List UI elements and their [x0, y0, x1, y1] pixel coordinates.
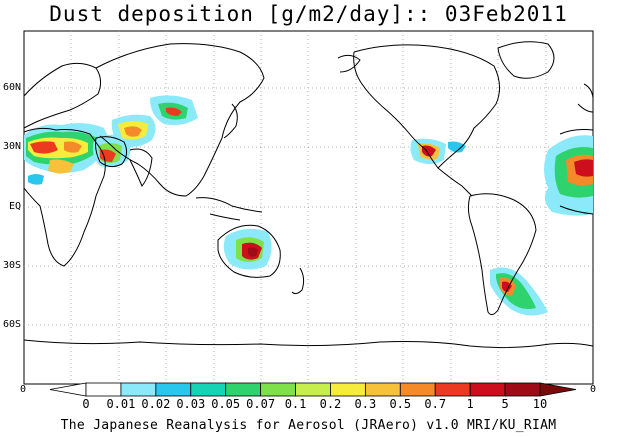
credits-caption: The Japanese Reanalysis for Aerosol (JRA… [60, 418, 557, 433]
colorbar-cell [225, 382, 262, 397]
colorbar-tick-label: 0 [82, 397, 89, 411]
colorbar-cell [155, 382, 192, 397]
colorbar-arrow-low [49, 382, 87, 397]
longitude-label-right: 0 [590, 384, 597, 395]
colorbar-tick-label: 0.01 [106, 397, 135, 411]
colorbar-tick-label: 0.1 [285, 397, 307, 411]
colorbar-cell [120, 382, 157, 397]
colorbar-cell [399, 382, 436, 397]
graticule [24, 31, 593, 384]
dust-mexico [410, 138, 466, 164]
latitude-label-60n: 60N [2, 82, 21, 93]
dust-australia [223, 228, 272, 270]
colorbar-cell [85, 382, 122, 397]
colorbar-cell [260, 382, 296, 397]
colorbar-cell [330, 382, 366, 397]
colorbar-cell [295, 382, 331, 397]
longitude-label-left: 0 [20, 384, 27, 395]
dust-patagonia [490, 267, 548, 316]
latitude-label-eq: EQ [8, 201, 21, 212]
dust-east-asia [150, 95, 198, 126]
dust-shading [24, 95, 593, 316]
colorbar-cell [469, 382, 506, 397]
latitude-label-30n: 30N [2, 141, 21, 152]
colorbar-tick-label: 0.07 [246, 397, 275, 411]
colorbar-cell [504, 382, 541, 397]
colorbar-cells [49, 382, 577, 397]
colorbar-tick-label: 0.3 [355, 397, 377, 411]
colorbar-arrow-high [539, 382, 577, 397]
colorbar-tick-label: 5 [501, 397, 508, 411]
colorbar-tick-label: 0.03 [176, 397, 205, 411]
map-title: Dust deposition [g/m2/day]:: 03Feb2011 [49, 2, 568, 26]
dust-sahara [24, 123, 112, 185]
latitude-label-30s: 30S [2, 260, 21, 271]
coastlines [23, 41, 594, 349]
latitude-label-60s: 60S [2, 319, 21, 330]
dust-central-asia [111, 114, 156, 148]
colorbar-tick-label: 0.5 [389, 397, 411, 411]
colorbar-cell [434, 382, 471, 397]
dust-west-africa [544, 135, 593, 216]
colorbar-tick-label: 0.05 [211, 397, 240, 411]
colorbar-cell [190, 382, 227, 397]
colorbar-tick-label: 10 [533, 397, 547, 411]
colorbar-tick-label: 1 [467, 397, 474, 411]
colorbar-labels: 0 0.01 0.02 0.03 0.05 0.07 0.1 0.2 0.3 0.5 0.7 1 5 10 [82, 397, 547, 411]
colorbar-tick-label: 0.2 [320, 397, 342, 411]
colorbar-tick-label: 0.02 [141, 397, 170, 411]
colorbar-cell [364, 382, 401, 397]
colorbar-tick-label: 0.7 [424, 397, 446, 411]
